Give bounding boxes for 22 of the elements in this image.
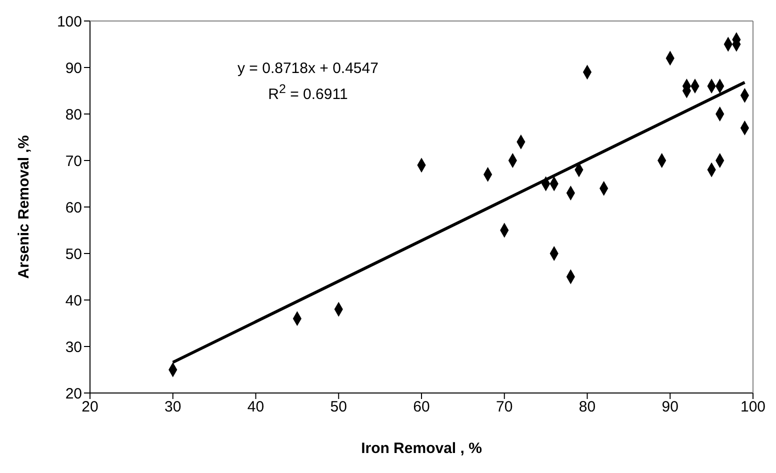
x-tick-label: 90 <box>662 398 678 416</box>
y-tick-label: 40 <box>65 292 82 310</box>
y-tick-label: 20 <box>65 385 82 402</box>
x-tick-label: 60 <box>413 398 430 416</box>
y-tick-label: 100 <box>56 13 82 30</box>
x-tick-label: 20 <box>82 398 98 416</box>
x-axis-title: Iron Removal , % <box>361 440 482 457</box>
y-axis-title: Arsenic Removal ,% <box>15 135 32 279</box>
x-tick-label: 80 <box>578 398 596 416</box>
x-tick-label: 50 <box>330 398 347 416</box>
x-tick-label: 70 <box>496 398 513 416</box>
y-tick-label: 50 <box>65 246 82 263</box>
x-tick-label: 100 <box>740 398 766 416</box>
x-tick-label: 40 <box>247 398 264 416</box>
y-tick-label: 60 <box>65 199 82 216</box>
y-tick-label: 30 <box>65 338 82 356</box>
annotation: R$^{2}$ = 0.6911 <box>267 82 349 103</box>
x-tick-label: 30 <box>164 398 182 416</box>
y-tick-label: 70 <box>65 152 82 170</box>
y-tick-label: 80 <box>65 106 82 124</box>
annotation: y = 0.8718x + 0.4547 <box>236 60 380 77</box>
y-tick-label: 90 <box>65 60 82 77</box>
